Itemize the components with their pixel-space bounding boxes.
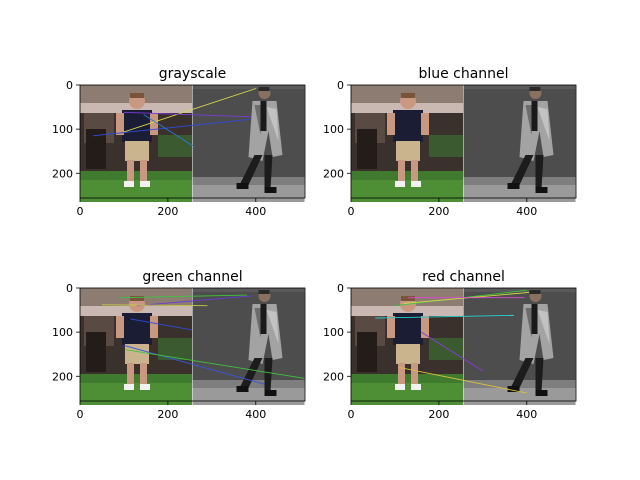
x-tick-label: 400 <box>245 408 266 421</box>
y-tick-label: 100 <box>323 123 344 136</box>
image-panel-left <box>351 288 463 405</box>
subplot-1: grayscale 0 200 400 0 100 200 <box>52 66 306 218</box>
axes-frame <box>79 84 306 199</box>
match-line <box>93 118 250 137</box>
match-line <box>123 111 252 118</box>
y-tick-label: 100 <box>52 123 73 136</box>
match-line <box>123 344 265 385</box>
x-tick-label: 400 <box>516 408 537 421</box>
match-line <box>101 304 208 307</box>
axes-frame <box>350 287 577 402</box>
match-line <box>399 367 527 394</box>
image-panel-right <box>192 85 305 202</box>
match-line <box>121 88 256 134</box>
match-line <box>143 114 195 148</box>
y-tick-label: 0 <box>66 282 73 295</box>
match-line <box>421 331 484 372</box>
image-panel-right <box>463 288 576 405</box>
match-line <box>126 349 306 379</box>
y-tick-label: 0 <box>337 282 344 295</box>
x-tick-label: 0 <box>348 408 355 421</box>
axes-frame <box>350 84 577 199</box>
image-panel-left <box>80 85 192 202</box>
x-tick-label: 400 <box>245 205 266 218</box>
image-panel-left <box>351 85 463 202</box>
subplot-title: grayscale <box>159 66 227 82</box>
subplot-3: green channel 0 200 400 0 100 200 <box>52 269 306 421</box>
image-panel-right <box>192 288 305 405</box>
subplot-4: red channel 0 200 400 0 100 200 <box>323 269 577 421</box>
x-tick-label: 400 <box>516 205 537 218</box>
x-tick-label: 200 <box>428 408 449 421</box>
y-tick-label: 100 <box>323 326 344 339</box>
y-tick-label: 200 <box>52 370 73 383</box>
image-panel-right <box>463 85 576 202</box>
subplot-title: red channel <box>422 269 505 285</box>
x-tick-label: 0 <box>348 205 355 218</box>
x-tick-label: 0 <box>77 408 84 421</box>
x-tick-label: 0 <box>77 205 84 218</box>
x-tick-label: 200 <box>157 408 178 421</box>
x-tick-label: 200 <box>157 205 178 218</box>
match-line <box>137 295 252 307</box>
y-tick-label: 0 <box>337 79 344 92</box>
subplot-2: blue channel 0 200 400 0 100 200 <box>323 66 577 218</box>
y-tick-label: 200 <box>323 167 344 180</box>
axes-frame <box>79 287 306 402</box>
subplot-title: blue channel <box>418 66 508 82</box>
match-line <box>130 318 193 331</box>
match-line <box>375 314 514 319</box>
x-tick-label: 200 <box>428 205 449 218</box>
y-tick-label: 200 <box>323 370 344 383</box>
y-tick-label: 0 <box>66 79 73 92</box>
y-tick-label: 100 <box>52 326 73 339</box>
match-line <box>120 294 248 299</box>
subplot-title: green channel <box>142 269 242 285</box>
y-tick-label: 200 <box>52 167 73 180</box>
